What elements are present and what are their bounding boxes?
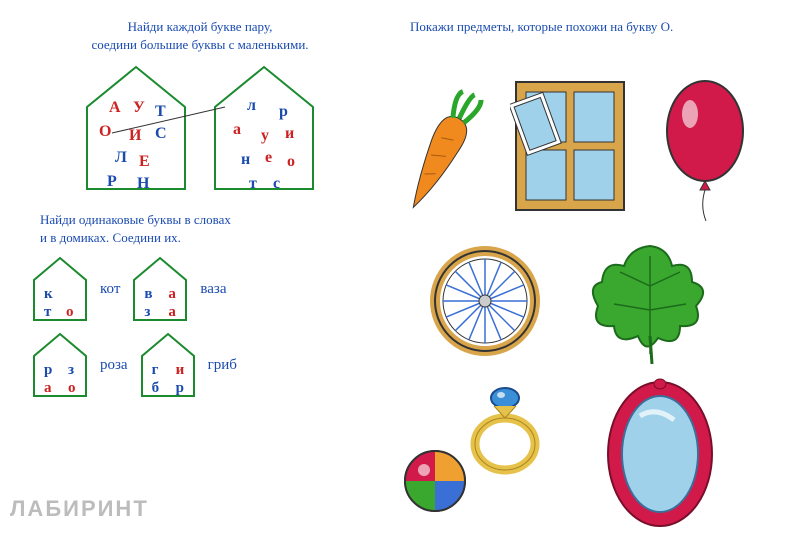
big-letter-house: АУТ ОИС ЛЕ Р Н [81, 63, 191, 193]
instruction-3: Покажи предметы, которые похожи на букву… [400, 18, 770, 36]
letter: Н [137, 175, 149, 193]
letter: о [287, 153, 295, 171]
left-column: Найди каждой букве пару, соедини большие… [30, 18, 370, 516]
mini-house: ва з а [130, 254, 190, 324]
letter: О [99, 123, 111, 141]
mirror-icon [600, 376, 720, 541]
watermark: ЛАБИРИНТ [10, 496, 149, 522]
letter: а [168, 304, 176, 321]
letter: т [249, 175, 257, 193]
letter: р [44, 362, 52, 379]
letter: о [68, 380, 76, 397]
window-icon [510, 76, 630, 221]
letter: С [155, 125, 167, 143]
letter: Е [139, 153, 150, 171]
word-house-pairs: ктокотвазавазарзаорозагибргриб [30, 254, 370, 400]
right-column: Покажи предметы, которые похожи на букву… [400, 18, 770, 516]
letter: а [168, 286, 176, 303]
letter: Р [107, 173, 117, 191]
pair-row: ктокотвазаваза [30, 254, 370, 324]
letter: з [68, 362, 74, 379]
letter: н [241, 151, 250, 169]
letter: о [66, 304, 74, 321]
letter: А [109, 99, 121, 117]
letter: а [44, 380, 52, 397]
letter: И [129, 127, 141, 145]
letter: л [247, 97, 256, 115]
letter: и [176, 362, 185, 379]
letter: т [44, 304, 51, 321]
word-label: ваза [200, 281, 226, 298]
house-pair-top: АУТ ОИС ЛЕ Р Н л р а уи нео тс [30, 63, 370, 193]
object-canvas [400, 46, 760, 516]
letter: е [265, 149, 272, 167]
wheel-icon [430, 246, 540, 361]
instruction-2: Найди одинаковые буквы в словах и в доми… [40, 211, 370, 246]
instruction-1: Найди каждой букве пару, соедини большие… [30, 18, 370, 53]
letter: и [285, 125, 294, 143]
mini-house: кто [30, 254, 90, 324]
letter: Л [115, 149, 127, 167]
mini-house: рзао [30, 330, 90, 400]
ring-icon [460, 376, 550, 481]
carrot-icon [400, 86, 490, 231]
letter: з [144, 304, 150, 321]
balloon-icon [660, 76, 750, 231]
letter: р [279, 103, 288, 121]
letter: у [261, 127, 269, 145]
letter: в [144, 286, 152, 303]
pair-row: рзаорозагибргриб [30, 330, 370, 400]
letter: с [273, 175, 280, 193]
ball-icon [400, 446, 470, 521]
letter: У [133, 99, 145, 117]
mini-house: гибр [138, 330, 198, 400]
word-label: роза [100, 357, 128, 374]
letter: б [152, 380, 160, 397]
letter: к [44, 286, 53, 303]
worksheet-page: Найди каждой букве пару, соедини большие… [0, 0, 800, 534]
letter: г [152, 362, 159, 379]
small-letter-house: л р а уи нео тс [209, 63, 319, 193]
letter: а [233, 121, 241, 139]
leaf-icon [580, 236, 720, 371]
letter: р [176, 380, 184, 397]
word-label: гриб [208, 357, 237, 374]
letter: Т [155, 103, 166, 121]
word-label: кот [100, 281, 120, 298]
